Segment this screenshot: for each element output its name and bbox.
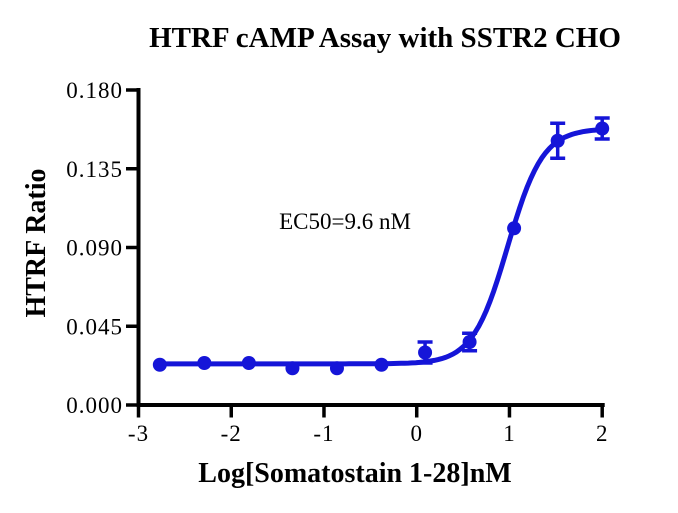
x-tick-label: 1	[503, 421, 516, 446]
y-tick-label: 0.090	[66, 236, 123, 261]
x-tick-label: -3	[128, 421, 149, 446]
x-tick-label: 0	[410, 421, 423, 446]
data-point	[329, 361, 344, 376]
data-point	[197, 356, 212, 370]
data-point	[152, 357, 167, 372]
data-point	[418, 345, 433, 360]
y-tick-label: 0.180	[66, 78, 123, 103]
data-point	[595, 121, 610, 136]
fit-curve	[157, 127, 604, 367]
data-point	[462, 335, 477, 349]
x-tick-label: 2	[596, 421, 609, 446]
data-point	[507, 221, 522, 236]
y-tick-label: 0.000	[66, 393, 123, 418]
x-axis-title: Log[Somatostain 1-28]nM	[198, 458, 512, 489]
x-tick-label: -2	[221, 421, 242, 446]
chart-title: HTRF cAMP Assay with SSTR2 CHO	[149, 22, 621, 54]
data-point	[374, 357, 389, 372]
data-point	[550, 133, 565, 148]
y-tick-label: 0.135	[66, 157, 123, 182]
x-tick-label: -1	[313, 421, 334, 446]
y-tick-label: 0.045	[66, 314, 123, 339]
data-point	[241, 356, 256, 370]
data-point	[285, 361, 300, 376]
ec50-annotation: EC50=9.6 nM	[279, 209, 411, 234]
